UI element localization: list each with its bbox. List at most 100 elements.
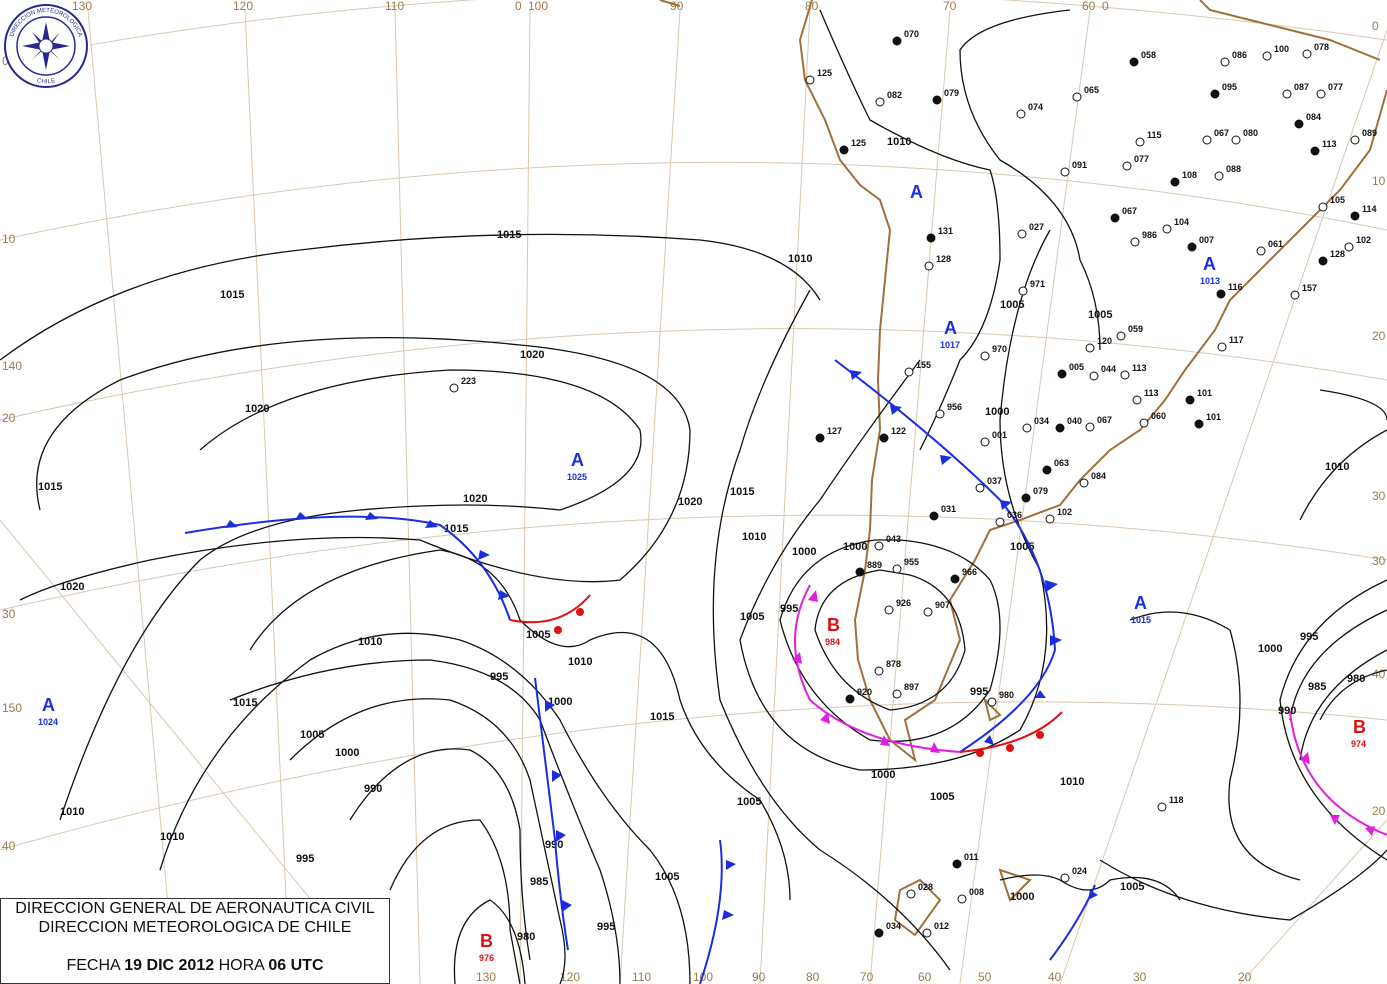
station-marker bbox=[874, 928, 884, 938]
svg-text:1020: 1020 bbox=[678, 496, 702, 508]
station-marker bbox=[1120, 370, 1130, 380]
svg-text:1000: 1000 bbox=[792, 546, 816, 558]
station-marker bbox=[1021, 493, 1031, 503]
svg-text:10: 10 bbox=[2, 232, 16, 246]
station-marker bbox=[1194, 419, 1204, 429]
station-marker bbox=[1310, 146, 1320, 156]
station-marker bbox=[1055, 423, 1065, 433]
svg-text:150: 150 bbox=[2, 701, 22, 715]
svg-text:B: B bbox=[827, 615, 840, 635]
station-id: 125 bbox=[851, 138, 866, 148]
svg-text:1010: 1010 bbox=[358, 636, 382, 648]
station-id: 117 bbox=[1229, 335, 1244, 345]
svg-text:120: 120 bbox=[233, 0, 253, 13]
station-marker bbox=[975, 483, 985, 493]
station-marker bbox=[1202, 135, 1212, 145]
station-marker bbox=[892, 689, 902, 699]
svg-text:40: 40 bbox=[2, 839, 16, 853]
svg-text:30: 30 bbox=[1372, 489, 1386, 503]
station-marker bbox=[855, 567, 865, 577]
station-marker bbox=[1302, 49, 1312, 59]
station-marker bbox=[1316, 89, 1326, 99]
station-marker bbox=[906, 889, 916, 899]
station-id: 079 bbox=[944, 88, 959, 98]
station-marker bbox=[957, 894, 967, 904]
fecha-label: FECHA bbox=[66, 957, 120, 974]
station-id: 970 bbox=[992, 344, 1007, 354]
svg-text:1000: 1000 bbox=[985, 406, 1009, 418]
svg-text:A: A bbox=[571, 450, 584, 470]
station-id: 966 bbox=[962, 567, 977, 577]
station-id: 012 bbox=[934, 921, 949, 931]
svg-text:1015: 1015 bbox=[444, 523, 468, 535]
station-marker bbox=[892, 36, 902, 46]
station-marker bbox=[1220, 57, 1230, 67]
svg-text:995: 995 bbox=[597, 921, 615, 933]
station-id: 878 bbox=[886, 659, 901, 669]
station-marker bbox=[929, 511, 939, 521]
station-marker bbox=[1045, 514, 1055, 524]
station-id: 084 bbox=[1306, 112, 1321, 122]
station-id: 116 bbox=[1228, 282, 1243, 292]
svg-text:60: 60 bbox=[1082, 0, 1096, 13]
date-line: FECHA 19 DIC 2012 HORA 06 UTC bbox=[1, 956, 389, 975]
title-line-2: DIRECCION METEOROLOGICA DE CHILE bbox=[38, 919, 352, 936]
svg-text:20: 20 bbox=[1238, 970, 1252, 984]
station-id: 037 bbox=[987, 476, 1002, 486]
station-marker bbox=[1060, 167, 1070, 177]
station-id: 080 bbox=[1243, 128, 1258, 138]
svg-text:1020: 1020 bbox=[60, 581, 84, 593]
station-id: 113 bbox=[1132, 363, 1147, 373]
svg-text:1000: 1000 bbox=[1258, 643, 1282, 655]
station-id: 058 bbox=[1141, 50, 1156, 60]
station-marker bbox=[1085, 343, 1095, 353]
station-marker bbox=[874, 666, 884, 676]
station-marker bbox=[1214, 171, 1224, 181]
station-marker bbox=[884, 605, 894, 615]
station-id: 125 bbox=[817, 68, 832, 78]
station-marker bbox=[1079, 478, 1089, 488]
station-id: 086 bbox=[1232, 50, 1247, 60]
svg-text:20: 20 bbox=[2, 411, 16, 425]
station-marker bbox=[987, 697, 997, 707]
svg-text:984: 984 bbox=[825, 637, 840, 647]
isobars bbox=[0, 9, 1387, 984]
station-id: 028 bbox=[918, 882, 933, 892]
svg-text:A: A bbox=[1134, 593, 1147, 613]
svg-text:1005: 1005 bbox=[1000, 299, 1024, 311]
svg-text:30: 30 bbox=[2, 607, 16, 621]
station-marker bbox=[1135, 137, 1145, 147]
svg-text:A: A bbox=[910, 182, 923, 202]
station-marker bbox=[950, 574, 960, 584]
station-id: 036 bbox=[1007, 510, 1022, 520]
station-id: 980 bbox=[999, 690, 1014, 700]
svg-text:1020: 1020 bbox=[520, 349, 544, 361]
station-id: 956 bbox=[947, 402, 962, 412]
fronts bbox=[184, 359, 1387, 984]
station-id: 082 bbox=[887, 90, 902, 100]
svg-text:90: 90 bbox=[752, 970, 766, 984]
warm-front-semicircles bbox=[554, 608, 1044, 757]
station-id: 011 bbox=[964, 852, 979, 862]
station-marker bbox=[922, 928, 932, 938]
station-id: 122 bbox=[891, 426, 906, 436]
station-id: 095 bbox=[1222, 82, 1237, 92]
station-id: 089 bbox=[1362, 128, 1377, 138]
station-id: 040 bbox=[1067, 416, 1082, 426]
station-id: 104 bbox=[1174, 217, 1189, 227]
station-marker bbox=[980, 351, 990, 361]
station-marker bbox=[874, 541, 884, 551]
station-marker bbox=[815, 433, 825, 443]
svg-text:1000: 1000 bbox=[871, 769, 895, 781]
svg-text:1020: 1020 bbox=[245, 403, 269, 415]
station-marker bbox=[1072, 92, 1082, 102]
station-id: 920 bbox=[857, 687, 872, 697]
cold-front bbox=[534, 677, 569, 951]
hora-label: HORA bbox=[218, 957, 264, 974]
station-marker bbox=[805, 75, 815, 85]
station-id: 074 bbox=[1028, 102, 1043, 112]
svg-text:A: A bbox=[944, 318, 957, 338]
svg-text:1010: 1010 bbox=[1060, 776, 1084, 788]
svg-text:90: 90 bbox=[670, 0, 684, 13]
